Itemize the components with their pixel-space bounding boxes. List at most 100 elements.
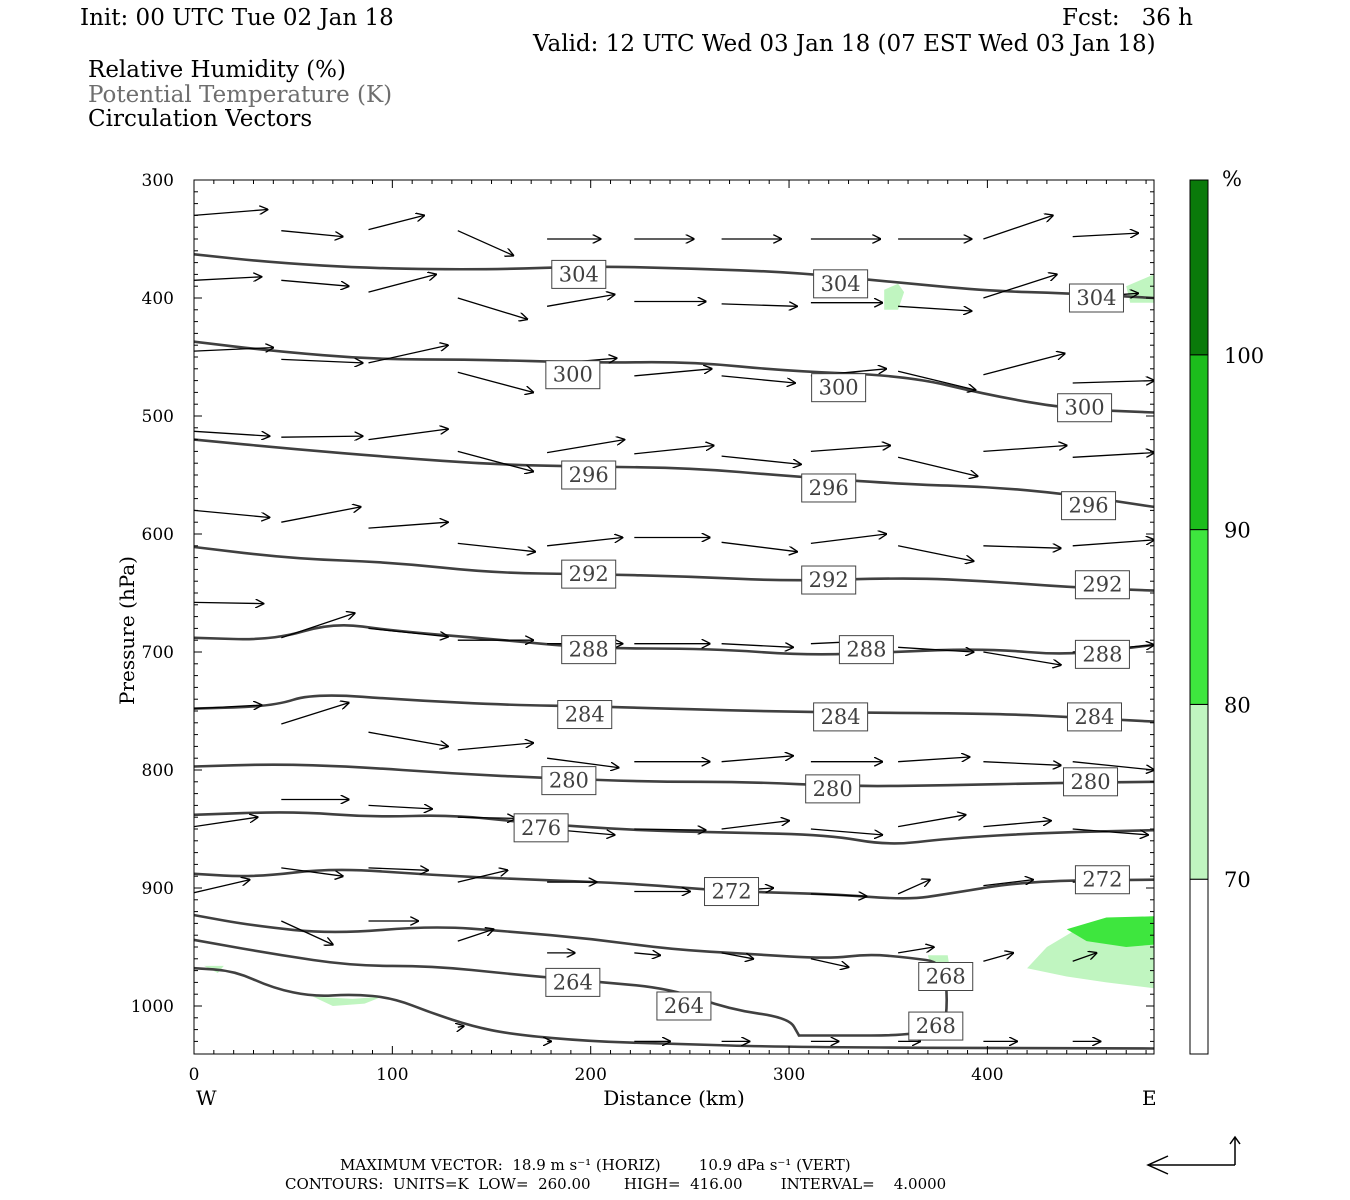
vector-arrow-33 — [194, 430, 269, 436]
contour-label-304: 304 — [821, 272, 861, 296]
contour-label-264: 264 — [553, 970, 593, 994]
colorbar-segment-3 — [1189, 354, 1209, 531]
contour-label-box-5 — [1057, 393, 1113, 423]
vector-arrow-3 — [457, 230, 514, 256]
vector-arrow-86 — [983, 821, 1051, 828]
contour-label-304: 304 — [1076, 286, 1116, 310]
vector-arrow-1 — [281, 230, 343, 237]
contour-label-268: 268 — [916, 1014, 956, 1038]
vector-arrow-85 — [897, 815, 966, 828]
vector-arrow-90 — [368, 868, 429, 870]
vector-arrow-76 — [1072, 761, 1154, 770]
contour-label-box-7 — [801, 473, 857, 503]
vector-arrow-14 — [457, 297, 527, 319]
vector-arrow-45 — [281, 507, 360, 523]
y-tick-label-900: 900 — [142, 879, 174, 899]
contour-label-296: 296 — [569, 463, 609, 487]
y-tick-label-400: 400 — [142, 289, 174, 309]
contour-label-box-19 — [805, 774, 861, 804]
contour-label-box-14 — [1074, 639, 1130, 669]
vector-arrow-99 — [281, 920, 333, 945]
vector-arrow-83 — [721, 821, 789, 830]
vector-arrow-41 — [897, 456, 977, 476]
reference-vector-icon — [1146, 1135, 1241, 1175]
contour-label-box-16 — [813, 702, 869, 732]
contour-label-272: 272 — [711, 880, 751, 904]
vector-arrow-84 — [810, 828, 882, 835]
vector-arrow-9 — [983, 215, 1052, 240]
legend-vectors: Circulation Vectors — [88, 106, 312, 132]
vector-arrow-38 — [634, 446, 713, 455]
vector-arrow-2 — [368, 215, 425, 231]
contour-label-296: 296 — [1068, 494, 1108, 518]
footer-contours: CONTOURS: UNITS=K LOW= 260.00 HIGH= 416.… — [285, 1175, 946, 1193]
rh-shading — [203, 274, 1154, 1006]
vector-arrow-27 — [634, 369, 711, 377]
contour-label-300: 300 — [819, 376, 859, 400]
vector-arrow-55 — [194, 602, 263, 603]
init-time: Init: 00 UTC Tue 02 Jan 18 — [80, 5, 394, 31]
vector-arrow-43 — [1072, 453, 1154, 458]
contour-labels: 304 304 304 300 300 300 296 296 296 292 292 292 288 2… — [513, 259, 1130, 1041]
vector-arrow-80 — [457, 817, 516, 818]
colorbar-segment-0 — [1189, 878, 1209, 1055]
contour-label-box-20 — [1063, 767, 1119, 797]
vector-arrow-40 — [810, 446, 890, 453]
vector-arrow-48 — [547, 538, 622, 547]
rh-region-1 — [1066, 916, 1154, 947]
contour-260K — [194, 966, 1154, 1050]
contour-label-304: 304 — [559, 262, 599, 286]
vector-arrow-17 — [721, 304, 797, 306]
vector-arrow-34 — [281, 436, 362, 437]
x-tick-label-0: 0 — [189, 1065, 200, 1085]
contour-label-box-25 — [656, 991, 712, 1021]
contour-label-280: 280 — [549, 769, 589, 793]
vector-arrow-10 — [1072, 233, 1138, 237]
vector-arrow-54 — [1072, 540, 1154, 547]
vector-arrow-108 — [1072, 953, 1097, 962]
vector-arrow-66 — [194, 705, 261, 709]
contour-272K — [194, 868, 1154, 900]
contour-label-288: 288 — [1082, 642, 1122, 666]
vector-arrow-32 — [1072, 381, 1154, 383]
contour-label-box-26 — [918, 962, 974, 991]
x-tick-label-300: 300 — [773, 1065, 805, 1085]
vector-arrow-64 — [983, 651, 1060, 665]
x-end-left: W — [196, 1086, 217, 1110]
contour-296K — [194, 438, 1154, 509]
y-tick-label-500: 500 — [142, 407, 174, 427]
contour-label-292: 292 — [809, 568, 849, 592]
y-tick-label-300: 300 — [142, 171, 174, 191]
vector-arrow-97 — [983, 880, 1033, 887]
contour-label-280: 280 — [1070, 770, 1110, 794]
vector-arrow-61 — [721, 644, 793, 648]
colorbar-label-90: 90 — [1224, 519, 1251, 543]
contour-label-276: 276 — [521, 816, 561, 840]
vector-arrow-96 — [897, 880, 930, 895]
vector-arrow-82 — [634, 829, 705, 830]
y-tick-label-700: 700 — [142, 643, 174, 663]
vector-arrow-47 — [457, 542, 535, 551]
vector-arrow-25 — [457, 371, 533, 392]
vector-arrow-53 — [983, 546, 1060, 548]
valid-time: Valid: 12 UTC Wed 03 Jan 18 (07 EST Wed … — [532, 31, 1156, 57]
contour-label-box-27 — [908, 1011, 964, 1041]
vector-arrow-0 — [194, 210, 267, 217]
y-axis-title: Pressure (hPa) — [115, 556, 139, 705]
x-axis-title: Distance (km) — [603, 1086, 745, 1110]
y-tick-label-600: 600 — [142, 525, 174, 545]
vector-arrow-75 — [983, 762, 1060, 766]
vector-arrow-105 — [810, 958, 849, 967]
vector-arrow-30 — [897, 370, 975, 390]
vector-arrow-89 — [281, 867, 343, 876]
contour-label-292: 292 — [569, 562, 609, 586]
contour-label-box-21 — [513, 813, 569, 843]
vector-arrow-13 — [368, 274, 437, 293]
contour-label-box-6 — [561, 460, 617, 490]
vector-arrow-107 — [983, 953, 1013, 962]
vector-arrow-51 — [810, 534, 886, 545]
vector-arrow-36 — [457, 450, 533, 471]
contour-label-280: 280 — [813, 777, 853, 801]
contour-label-box-9 — [561, 559, 617, 589]
vector-arrow-72 — [721, 756, 793, 763]
